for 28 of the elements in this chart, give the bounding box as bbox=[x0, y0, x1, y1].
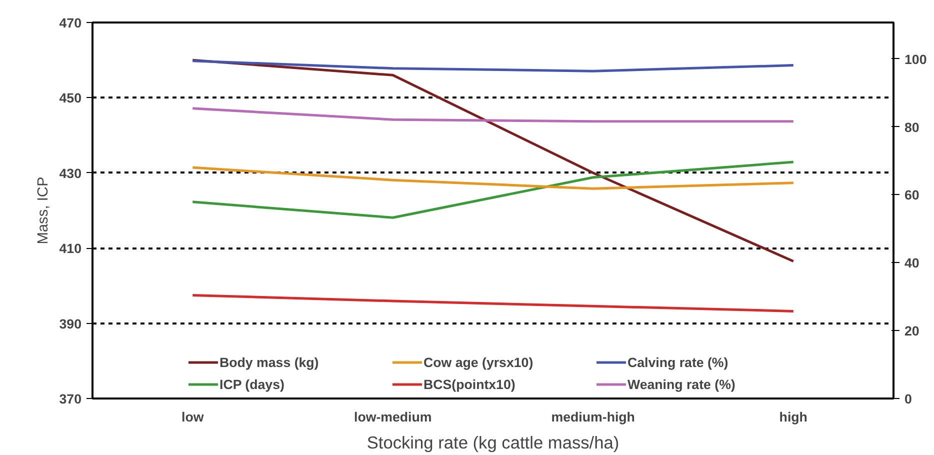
x-tick-label: high bbox=[779, 410, 808, 424]
legend-label: Body mass (kg) bbox=[220, 354, 320, 370]
x-tick-label: low bbox=[182, 410, 204, 424]
x-axis-title: Stocking rate (kg cattle mass/ha) bbox=[366, 432, 620, 452]
x-tick-label: medium-high bbox=[551, 410, 635, 424]
y-axis-title: Mass, ICP bbox=[35, 176, 52, 244]
legend-label: Calving rate (%) bbox=[628, 354, 730, 370]
line-series bbox=[191, 166, 795, 190]
line-series bbox=[191, 160, 795, 219]
y-tick-label: 450 bbox=[59, 90, 82, 106]
legend-label: Weaning rate (%) bbox=[628, 376, 736, 392]
y2-tick-label: 0 bbox=[904, 392, 912, 406]
legend-label: Cow age (yrsx10) bbox=[424, 354, 534, 370]
y-tick-label: 370 bbox=[59, 392, 82, 406]
y-tick-label: 390 bbox=[59, 316, 82, 332]
y2-tick-label: 40 bbox=[904, 256, 920, 271]
legend-label: BCS(pointx10) bbox=[424, 376, 516, 392]
y-tick-label: 470 bbox=[59, 16, 82, 30]
line-series bbox=[191, 60, 795, 72]
y2-tick-label: 60 bbox=[904, 188, 920, 203]
y-tick-label: 430 bbox=[59, 166, 82, 181]
y2-tick-label: 80 bbox=[904, 120, 920, 135]
y2-tick-label: 100 bbox=[904, 52, 927, 67]
line-series bbox=[191, 294, 795, 312]
legend-label: ICP (days) bbox=[220, 376, 286, 392]
y-tick-label: 410 bbox=[59, 241, 82, 256]
x-tick-label: low-medium bbox=[354, 410, 432, 424]
y2-tick-label: 20 bbox=[904, 324, 920, 339]
